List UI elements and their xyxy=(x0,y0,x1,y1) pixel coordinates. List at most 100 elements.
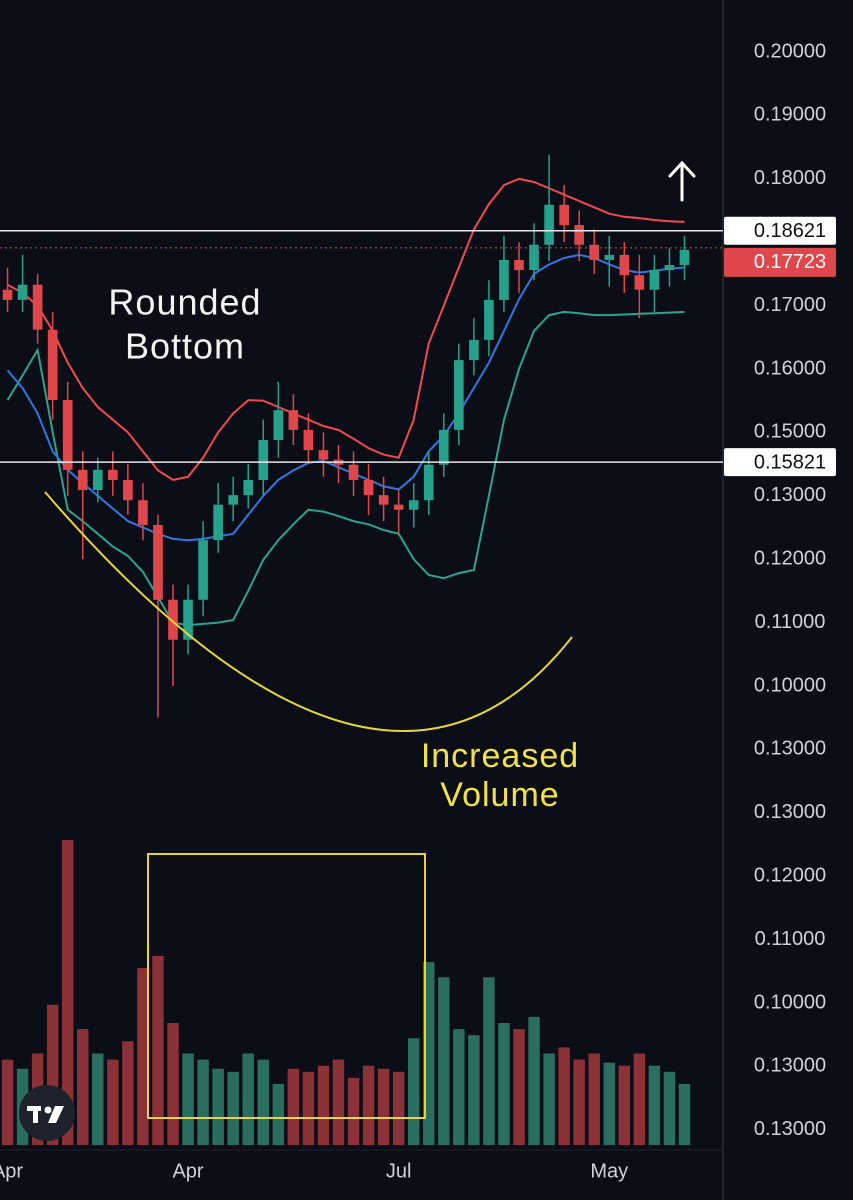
volume-bar xyxy=(678,1084,691,1145)
volume-bar xyxy=(107,1059,119,1145)
last-price-box xyxy=(724,247,836,277)
y-tick-label: 0.13000 xyxy=(754,484,826,506)
annotation-text: Bottom xyxy=(125,326,245,367)
candle-body xyxy=(438,429,449,465)
volume-bar xyxy=(392,1071,405,1145)
overlay-layer: 0.20000 0.19000 0.18000 0.17000 0.16000 0.150… xyxy=(0,40,836,1182)
y-tick-label: 0.13000 xyxy=(754,738,826,760)
volume-bar xyxy=(1,1059,14,1145)
volume-bar xyxy=(212,1068,224,1145)
volume-bar xyxy=(407,1038,420,1145)
volume-bar xyxy=(528,1016,540,1145)
volume-bar xyxy=(227,1071,239,1145)
candle-body xyxy=(2,289,13,300)
candle-body xyxy=(198,540,208,600)
candle-body xyxy=(108,469,118,480)
volume-bar xyxy=(272,1084,285,1145)
candle-body xyxy=(183,599,193,640)
volume-bar xyxy=(152,955,164,1145)
candle-body xyxy=(634,275,645,290)
candle-body xyxy=(92,469,103,491)
candle-body xyxy=(664,265,675,271)
y-tick-label: 0.10000 xyxy=(754,991,826,1013)
candle-body xyxy=(138,500,148,525)
candle-body xyxy=(529,244,539,271)
candle-body xyxy=(559,204,569,226)
candle-body xyxy=(213,504,223,541)
candle-body xyxy=(168,599,178,640)
y-tick-label: 0.13000 xyxy=(754,1055,826,1077)
candle-body xyxy=(288,410,299,430)
candle-body xyxy=(123,479,133,501)
candle-body xyxy=(228,495,238,505)
candle-body xyxy=(469,339,479,361)
y-tick-label: 0.12000 xyxy=(754,864,826,886)
candle-body xyxy=(243,479,254,496)
candle-body xyxy=(649,270,660,290)
volume-bar xyxy=(377,1068,390,1145)
candle-body xyxy=(348,464,359,480)
up-arrow xyxy=(668,160,696,202)
volume-bar xyxy=(423,962,435,1145)
volume-bar xyxy=(92,1053,104,1145)
volume-bar xyxy=(46,1004,59,1145)
volume-bar xyxy=(332,1059,345,1145)
plot-layer xyxy=(1,154,691,1145)
rounded-bottom-arc xyxy=(44,491,573,733)
candle-body xyxy=(499,259,509,300)
price-label: 0.18621 xyxy=(754,220,826,242)
volume-highlight-box xyxy=(147,853,426,1119)
y-tick-label: 0.13000 xyxy=(754,801,826,823)
annotation-text: Volume xyxy=(440,776,559,814)
volume-bar xyxy=(573,1059,585,1145)
volume-bar xyxy=(618,1065,631,1145)
volume-bar xyxy=(648,1065,661,1145)
candle-body xyxy=(17,284,28,300)
candle-body xyxy=(153,524,163,600)
volume-bar xyxy=(347,1077,360,1145)
candle-body xyxy=(77,469,88,491)
candle-body xyxy=(484,299,494,340)
candle-body xyxy=(378,495,389,505)
volume-bar xyxy=(77,1029,89,1145)
volume-bar xyxy=(603,1062,615,1145)
volume-bar xyxy=(438,977,450,1145)
logo xyxy=(19,1085,75,1141)
price-label: 0.15821 xyxy=(754,451,826,473)
volume-bar xyxy=(633,1053,646,1145)
volume-bar xyxy=(242,1053,254,1145)
candle-body xyxy=(423,464,434,501)
volume-bar xyxy=(257,1059,269,1145)
candle-body xyxy=(574,225,584,245)
volume-bar xyxy=(302,1071,315,1145)
volume-bar xyxy=(483,977,495,1145)
y-tick-label: 0.10000 xyxy=(754,674,826,696)
volume-bar xyxy=(513,1029,525,1145)
y-tick-label: 0.16000 xyxy=(754,357,826,379)
x-tick-label: Jul xyxy=(386,1160,412,1182)
annotation-text: Rounded xyxy=(108,282,261,323)
y-tick-label: 0.15000 xyxy=(754,421,826,443)
y-tick-label: 0.11000 xyxy=(755,611,826,633)
volume-bar xyxy=(558,1047,570,1145)
y-tick-label: 0.17000 xyxy=(754,294,826,316)
y-tick-label: 0.20000 xyxy=(754,40,826,62)
band-upper xyxy=(7,177,685,481)
price-label-box xyxy=(724,216,836,245)
x-tick-label: Apr xyxy=(172,1160,203,1182)
volume-bar xyxy=(122,1041,134,1145)
candle-body xyxy=(32,284,43,330)
volume-bar xyxy=(287,1068,300,1145)
candle-body xyxy=(454,360,464,430)
candle-body xyxy=(273,410,284,440)
y-tick-label: 0.18000 xyxy=(754,167,826,189)
x-tick-label: Apr xyxy=(0,1160,23,1182)
volume-bar xyxy=(61,840,74,1145)
candle-body xyxy=(514,259,524,271)
candle-body xyxy=(318,450,329,460)
volume-bar xyxy=(663,1071,676,1145)
candle-body xyxy=(619,254,630,276)
volume-bar xyxy=(468,1035,480,1145)
y-tick-label: 0.12000 xyxy=(754,547,826,569)
